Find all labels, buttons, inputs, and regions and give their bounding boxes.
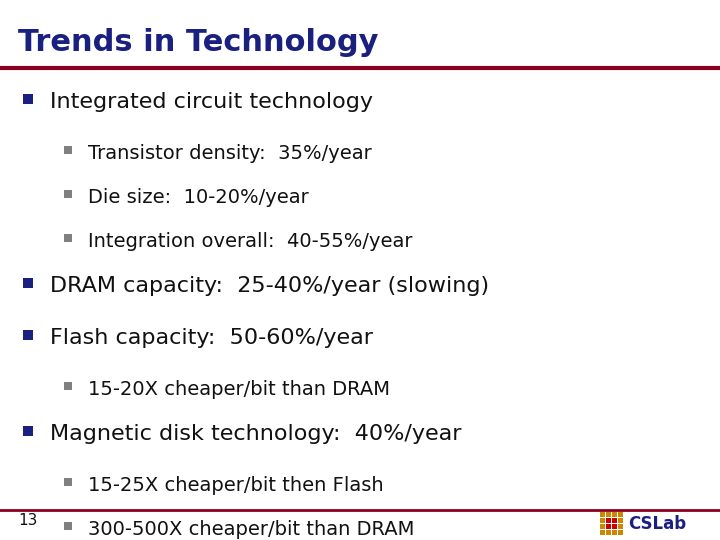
Bar: [64, 190, 72, 198]
Text: Magnetic disk technology:  40%/year: Magnetic disk technology: 40%/year: [50, 424, 462, 444]
Bar: [64, 522, 72, 530]
Bar: [64, 234, 72, 242]
Bar: [606, 518, 611, 523]
Bar: [23, 278, 33, 288]
Bar: [64, 146, 72, 154]
Bar: [600, 512, 605, 517]
Bar: [600, 524, 605, 529]
Bar: [600, 530, 605, 535]
Text: Die size:  10-20%/year: Die size: 10-20%/year: [88, 188, 309, 207]
Text: Flash capacity:  50-60%/year: Flash capacity: 50-60%/year: [50, 328, 373, 348]
Bar: [606, 524, 611, 529]
Bar: [612, 518, 617, 523]
Bar: [606, 530, 611, 535]
Bar: [612, 530, 617, 535]
Text: 15-20X cheaper/bit than DRAM: 15-20X cheaper/bit than DRAM: [88, 380, 390, 399]
Text: Transistor density:  35%/year: Transistor density: 35%/year: [88, 144, 372, 163]
Bar: [23, 94, 33, 104]
Bar: [618, 512, 623, 517]
Text: 15-25X cheaper/bit then Flash: 15-25X cheaper/bit then Flash: [88, 476, 384, 495]
Bar: [64, 478, 72, 487]
Bar: [600, 518, 605, 523]
Bar: [618, 518, 623, 523]
Bar: [64, 382, 72, 390]
Text: 13: 13: [18, 513, 37, 528]
Text: CSLab: CSLab: [628, 515, 686, 533]
Text: Integration overall:  40-55%/year: Integration overall: 40-55%/year: [88, 232, 413, 251]
Bar: [23, 330, 33, 340]
Bar: [612, 524, 617, 529]
Text: DRAM capacity:  25-40%/year (slowing): DRAM capacity: 25-40%/year (slowing): [50, 276, 489, 296]
Bar: [612, 512, 617, 517]
Bar: [618, 524, 623, 529]
Text: Trends in Technology: Trends in Technology: [18, 28, 379, 57]
Text: 300-500X cheaper/bit than DRAM: 300-500X cheaper/bit than DRAM: [88, 520, 415, 539]
Bar: [23, 426, 33, 436]
Bar: [618, 530, 623, 535]
Text: Integrated circuit technology: Integrated circuit technology: [50, 92, 373, 112]
Bar: [606, 512, 611, 517]
